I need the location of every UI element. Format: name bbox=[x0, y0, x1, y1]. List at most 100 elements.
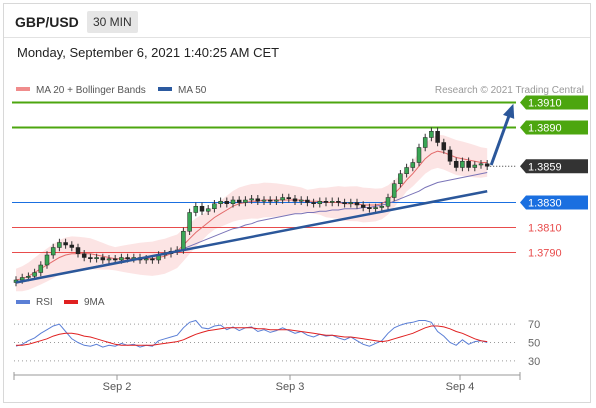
forecast-arrow bbox=[489, 106, 514, 166]
legend-swatch-rsi bbox=[16, 300, 30, 304]
level-tag-resistance bbox=[520, 95, 588, 110]
candle-up bbox=[379, 206, 385, 208]
candle-down bbox=[255, 198, 261, 202]
x-tick-label: Sep 4 bbox=[446, 381, 475, 393]
candle-down bbox=[484, 163, 490, 167]
candle-down bbox=[311, 202, 316, 204]
timeframe-button[interactable]: 30 MIN bbox=[87, 11, 138, 33]
candle-down bbox=[447, 149, 453, 162]
candle-up bbox=[32, 272, 37, 277]
candle-up bbox=[348, 202, 354, 204]
candle-up bbox=[230, 199, 236, 204]
rsi-tick-label: 30 bbox=[528, 356, 540, 368]
candle-up bbox=[398, 173, 403, 184]
candle-down bbox=[267, 199, 273, 202]
candle-down bbox=[112, 258, 118, 261]
candle-up bbox=[243, 199, 248, 203]
rsi-line bbox=[15, 319, 488, 348]
candle-down bbox=[69, 244, 75, 248]
x-tick-label: Sep 3 bbox=[276, 381, 305, 393]
candle-down bbox=[125, 257, 130, 259]
candle-up bbox=[429, 131, 434, 138]
level-tag-pivot bbox=[520, 195, 588, 210]
candle-up bbox=[94, 257, 99, 259]
level-label: 1.3810 bbox=[528, 223, 562, 235]
candle-up bbox=[19, 277, 25, 281]
candle-down bbox=[453, 161, 459, 168]
candle-down bbox=[354, 202, 360, 206]
candle-down bbox=[305, 199, 310, 203]
level-label: 1.3910 bbox=[528, 98, 562, 110]
candle-down bbox=[224, 201, 230, 204]
candle-up bbox=[261, 199, 267, 202]
candle-down bbox=[466, 161, 471, 168]
candle-up bbox=[404, 167, 409, 174]
candle-down bbox=[286, 197, 292, 199]
timestamp: Monday, September 6, 2021 1:40:25 AM CET bbox=[17, 45, 280, 60]
candle-up bbox=[460, 161, 465, 168]
chart-header: GBP/USD 30 MIN bbox=[4, 4, 590, 38]
candle-up bbox=[187, 212, 192, 232]
candle-down bbox=[199, 206, 205, 212]
legend-swatch-ma50 bbox=[158, 87, 172, 91]
candle-down bbox=[292, 198, 298, 202]
candle-up bbox=[478, 163, 484, 166]
candle-down bbox=[441, 142, 447, 151]
legend-label: RSI bbox=[36, 297, 53, 308]
candle-up bbox=[218, 201, 223, 204]
level-label: 1.3890 bbox=[528, 123, 562, 135]
candle-up bbox=[472, 164, 478, 168]
candle-up bbox=[274, 199, 279, 202]
candle-up bbox=[391, 183, 397, 198]
candle-down bbox=[81, 253, 87, 258]
candle-up bbox=[298, 199, 304, 202]
candle-up bbox=[143, 258, 149, 261]
candle-down bbox=[88, 257, 93, 259]
x-tick-label: Sep 2 bbox=[103, 381, 132, 393]
candle-up bbox=[280, 197, 285, 201]
candle-up bbox=[205, 208, 211, 212]
candle-up bbox=[410, 162, 416, 168]
symbol-label: GBP/USD bbox=[15, 14, 79, 30]
forecast-arrow-head bbox=[503, 103, 515, 119]
candle-up bbox=[212, 203, 217, 209]
candle-down bbox=[236, 199, 242, 203]
candle-down bbox=[100, 257, 106, 261]
level-label: 1.3830 bbox=[528, 198, 562, 210]
candle-down bbox=[75, 247, 81, 254]
candle-down bbox=[323, 201, 329, 203]
legend-swatch-ma9 bbox=[64, 300, 78, 304]
support-trendline bbox=[15, 190, 488, 284]
candle-up bbox=[193, 206, 199, 213]
candle-up bbox=[181, 231, 186, 251]
candle-up bbox=[44, 254, 50, 266]
watermark: Research © 2021 Trading Central bbox=[435, 85, 584, 96]
candle-up bbox=[119, 257, 124, 261]
legend-label: MA 50 bbox=[178, 85, 207, 96]
candle-down bbox=[360, 204, 366, 208]
candle-up bbox=[38, 264, 44, 273]
candle-down bbox=[150, 258, 155, 261]
candle-down bbox=[435, 131, 440, 143]
candle-down bbox=[367, 207, 372, 209]
rsi-ma9-line bbox=[16, 325, 488, 346]
level-label: 1.3859 bbox=[528, 161, 562, 173]
legend-label: MA 20 + Bollinger Bands bbox=[36, 85, 146, 96]
legend-label: 9MA bbox=[84, 297, 105, 308]
candle-down bbox=[63, 242, 68, 246]
level-label: 1.3790 bbox=[528, 248, 562, 260]
rsi-tick-label: 70 bbox=[528, 319, 540, 331]
legend-swatch-ma20 bbox=[16, 87, 30, 91]
candle-down bbox=[336, 201, 341, 203]
candle-up bbox=[57, 242, 62, 248]
candle-up bbox=[249, 198, 254, 201]
rsi-tick-label: 50 bbox=[528, 338, 540, 350]
candle-down bbox=[342, 202, 347, 204]
candle-up bbox=[329, 201, 335, 203]
candle-up bbox=[373, 207, 378, 209]
candle-up bbox=[422, 137, 428, 148]
level-tag-last-price bbox=[520, 159, 588, 174]
candle-up bbox=[26, 276, 31, 278]
candle-up bbox=[106, 258, 112, 261]
